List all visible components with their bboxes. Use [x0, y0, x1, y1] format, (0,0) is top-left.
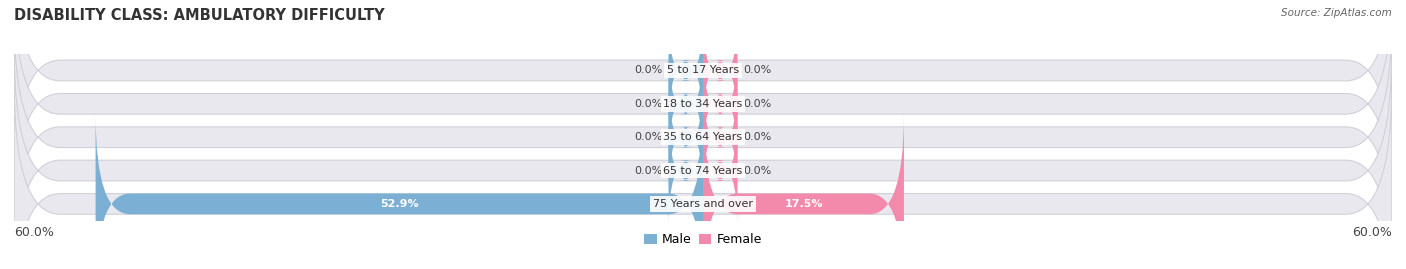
FancyBboxPatch shape	[669, 14, 703, 127]
Text: 60.0%: 60.0%	[14, 226, 53, 239]
Text: 0.0%: 0.0%	[744, 65, 772, 76]
FancyBboxPatch shape	[669, 114, 703, 227]
Text: 35 to 64 Years: 35 to 64 Years	[664, 132, 742, 142]
Text: 17.5%: 17.5%	[785, 199, 823, 209]
FancyBboxPatch shape	[14, 0, 1392, 194]
FancyBboxPatch shape	[96, 114, 703, 269]
FancyBboxPatch shape	[703, 14, 738, 127]
Text: 60.0%: 60.0%	[1353, 226, 1392, 239]
FancyBboxPatch shape	[703, 114, 904, 269]
Text: 0.0%: 0.0%	[744, 99, 772, 109]
Text: 0.0%: 0.0%	[634, 65, 662, 76]
FancyBboxPatch shape	[669, 81, 703, 194]
Legend: Male, Female: Male, Female	[640, 228, 766, 251]
Text: 65 to 74 Years: 65 to 74 Years	[664, 165, 742, 176]
Text: 18 to 34 Years: 18 to 34 Years	[664, 99, 742, 109]
Text: 52.9%: 52.9%	[380, 199, 419, 209]
Text: 5 to 17 Years: 5 to 17 Years	[666, 65, 740, 76]
FancyBboxPatch shape	[14, 47, 1392, 269]
Text: 0.0%: 0.0%	[634, 132, 662, 142]
Text: Source: ZipAtlas.com: Source: ZipAtlas.com	[1281, 8, 1392, 18]
FancyBboxPatch shape	[14, 14, 1392, 260]
Text: 75 Years and over: 75 Years and over	[652, 199, 754, 209]
Text: 0.0%: 0.0%	[744, 132, 772, 142]
Text: 0.0%: 0.0%	[634, 165, 662, 176]
Text: DISABILITY CLASS: AMBULATORY DIFFICULTY: DISABILITY CLASS: AMBULATORY DIFFICULTY	[14, 8, 385, 23]
FancyBboxPatch shape	[14, 0, 1392, 227]
FancyBboxPatch shape	[703, 81, 738, 194]
FancyBboxPatch shape	[14, 81, 1392, 269]
FancyBboxPatch shape	[703, 47, 738, 160]
FancyBboxPatch shape	[703, 114, 738, 227]
Text: 0.0%: 0.0%	[744, 165, 772, 176]
FancyBboxPatch shape	[669, 47, 703, 160]
Text: 0.0%: 0.0%	[634, 99, 662, 109]
